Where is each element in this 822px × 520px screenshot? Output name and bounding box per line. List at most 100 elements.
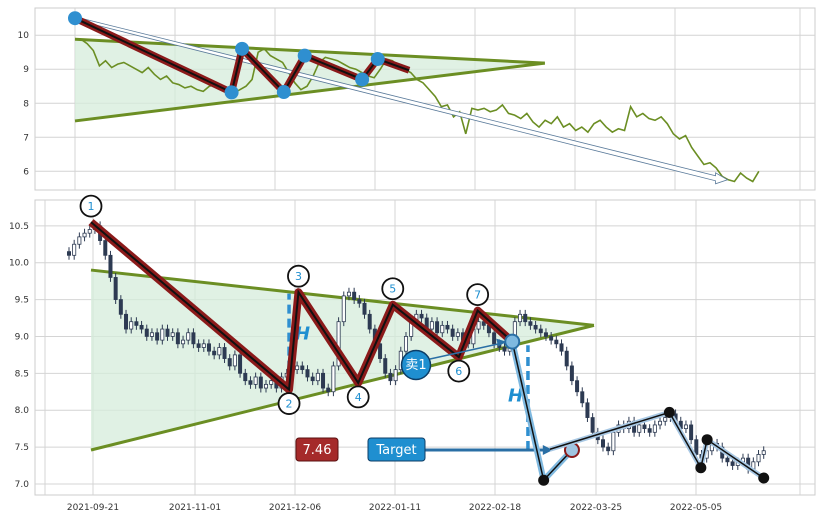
candle-body bbox=[232, 354, 237, 367]
candle-body bbox=[217, 347, 222, 356]
forecast-point-marker bbox=[701, 434, 713, 446]
overview-pivot-marker bbox=[355, 72, 370, 87]
candle-body bbox=[212, 350, 217, 356]
candlestick-panel: 2021-09-21 2021-11-01 2021-12-06 2022-01-11… bbox=[9, 194, 816, 513]
pivot-label-text: 1 bbox=[88, 200, 95, 213]
candle-body bbox=[305, 369, 310, 378]
candle-body bbox=[611, 431, 616, 452]
candle-body bbox=[637, 424, 642, 433]
candle-body bbox=[523, 313, 528, 323]
candle-body bbox=[429, 321, 434, 330]
candle-body bbox=[108, 254, 113, 278]
candle-body bbox=[481, 321, 486, 326]
main-y-tick: 7.5 bbox=[15, 443, 29, 453]
main-y-tick: 9.0 bbox=[15, 332, 30, 342]
candle-body bbox=[149, 332, 154, 337]
main-zigzag-inner bbox=[90, 221, 513, 392]
candle-body bbox=[352, 291, 357, 300]
candle-body bbox=[175, 332, 180, 345]
candle-body bbox=[87, 229, 92, 234]
candle-body bbox=[201, 343, 206, 348]
pivot-label-circle bbox=[447, 359, 471, 383]
main-y-tick: 7.0 bbox=[15, 480, 30, 490]
candle-body bbox=[518, 313, 523, 323]
pivot-label-circle bbox=[79, 194, 103, 218]
candle-body bbox=[383, 358, 388, 374]
candle-body bbox=[554, 339, 559, 345]
candle-body bbox=[419, 313, 424, 319]
candle-body bbox=[492, 332, 497, 345]
overview-y-tick: 9 bbox=[23, 65, 29, 75]
candle-body bbox=[362, 302, 367, 315]
candle-body bbox=[440, 324, 445, 334]
candle-body bbox=[248, 380, 253, 385]
candle-body bbox=[528, 321, 533, 326]
candle-body bbox=[388, 372, 393, 382]
candle-body bbox=[144, 328, 149, 337]
candle-body bbox=[103, 240, 108, 256]
pivot-label-circle bbox=[466, 283, 490, 307]
candle-body bbox=[165, 328, 170, 337]
candle-body bbox=[658, 420, 663, 426]
candle-body bbox=[725, 457, 730, 463]
candle-body bbox=[155, 332, 160, 341]
overview-price-line bbox=[74, 37, 760, 183]
candle-body bbox=[476, 321, 481, 330]
pivot-label-circle bbox=[346, 385, 370, 409]
breakout-point-marker bbox=[504, 333, 521, 350]
overview-pivot-marker bbox=[276, 85, 291, 100]
main-y-tick: 8.0 bbox=[15, 406, 30, 416]
candle-body bbox=[82, 232, 87, 238]
candle-body bbox=[642, 424, 647, 430]
overview-triangle-lower bbox=[74, 61, 546, 123]
candle-body bbox=[170, 332, 175, 337]
sell-arrow bbox=[429, 341, 505, 360]
pivot-label-text: 2 bbox=[286, 398, 293, 411]
price-badge-text: 7.46 bbox=[303, 443, 332, 458]
overview-pivot-marker bbox=[370, 52, 385, 67]
overview-pivot-marker bbox=[224, 85, 239, 100]
candle-body bbox=[549, 336, 554, 341]
candle-body bbox=[445, 324, 450, 330]
candle-body bbox=[300, 365, 305, 371]
candle-body bbox=[331, 365, 336, 393]
candle-body bbox=[730, 461, 735, 466]
candle-body bbox=[326, 387, 331, 393]
candle-body bbox=[647, 428, 652, 433]
candle-body bbox=[357, 299, 362, 304]
overview-pivot-marker bbox=[68, 11, 82, 26]
candle-body bbox=[222, 347, 227, 359]
candle-body bbox=[264, 383, 269, 389]
candle-body bbox=[238, 354, 243, 374]
overview-panel: 6 7 8 9 10 bbox=[18, 7, 816, 191]
candle-body bbox=[258, 376, 263, 389]
candle-body bbox=[118, 299, 123, 315]
forecast-point-marker bbox=[695, 462, 707, 474]
overview-y-tick: 8 bbox=[23, 99, 29, 109]
price-badge bbox=[295, 437, 339, 462]
candle-body bbox=[66, 251, 71, 256]
main-x-tick: 2022-01-11 bbox=[369, 503, 421, 513]
candle-body bbox=[403, 336, 408, 352]
candle-body bbox=[77, 236, 82, 245]
candle-body bbox=[575, 380, 580, 393]
forecast-point-marker bbox=[538, 474, 550, 486]
candle-body bbox=[186, 332, 191, 341]
candle-body bbox=[455, 332, 460, 337]
candle-body bbox=[196, 343, 201, 348]
candle-body bbox=[160, 328, 165, 341]
sell-arrowhead bbox=[496, 338, 507, 347]
candle-body bbox=[321, 372, 326, 389]
overview-pivot-marker bbox=[297, 48, 312, 63]
h-measure-right-label: H bbox=[508, 386, 523, 407]
candle-body bbox=[295, 365, 300, 371]
candle-body bbox=[124, 313, 129, 330]
candle-body bbox=[533, 324, 538, 330]
candle-body bbox=[450, 328, 455, 337]
pivot-label-text: 5 bbox=[389, 283, 396, 296]
candle-body bbox=[590, 417, 595, 433]
main-x-tick: 2021-12-06 bbox=[269, 503, 322, 513]
candle-body bbox=[652, 424, 657, 433]
candle-body bbox=[113, 277, 118, 300]
pivot-label-text: 3 bbox=[295, 270, 302, 283]
